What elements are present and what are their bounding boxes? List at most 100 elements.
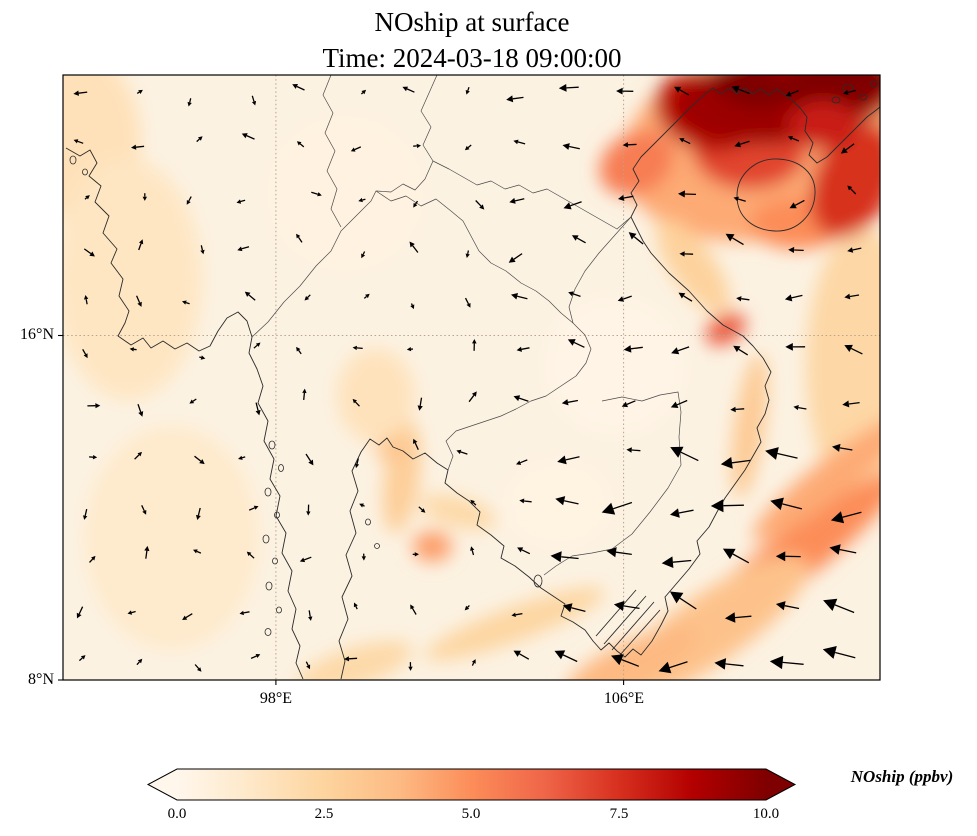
wind-arrow [739,140,750,145]
coastline-mekong-delta-channels [595,589,661,656]
wind-arrow [308,610,311,617]
wind-arrow [845,143,855,151]
wind-arrow-head [402,86,408,92]
wind-arrow [134,454,140,460]
wind-arrow [573,341,585,348]
wind-arrow [615,551,632,556]
wind-arrow [568,145,580,150]
wind-arrow-head [513,139,519,145]
wind-arrow-head [409,241,415,248]
wind-arrow-head [408,666,413,671]
hotspot [780,75,880,109]
wind-arrow [523,500,532,503]
wind-arrow-head [91,555,96,561]
wind-arrow-head [733,345,741,353]
wind-arrow-head [722,548,736,560]
wind-arrow [189,98,192,103]
wind-arrow [669,661,688,669]
x-axis-tick-label-98e: 98°E [259,690,293,707]
wind-arrow [196,138,200,143]
islands [69,80,879,636]
hotspot [375,436,411,463]
wind-arrow [355,606,358,610]
wind-arrow-head [509,197,516,204]
wind-arrow [633,236,644,245]
wind-arrow-head [417,405,423,411]
wind-arrow-head [679,251,685,257]
wind-arrow-head [76,612,82,619]
wind-arrow-head [788,246,795,253]
wind-arrow-head [471,659,476,664]
colorbar [146,768,797,801]
wind-arrow-head [568,291,574,297]
wind-arrow-head [296,346,301,352]
wind-arrow-head [354,463,360,469]
wind-arrow-head [511,293,518,300]
wind-arrow [83,248,92,255]
wind-arrow [296,85,305,91]
wind-arrow-head [187,101,192,107]
wind-arrow [248,294,256,301]
colorbar-right-arrow [766,769,795,800]
wind-arrow-head [137,451,142,457]
wind-arrow [348,657,358,660]
wind-arrow-head [829,544,841,555]
border-laos-vietnam [568,216,632,324]
wind-arrow-head [465,90,470,95]
colorbar-outline [146,768,797,801]
wind-arrow-head [251,100,257,106]
wind-arrow [305,661,309,666]
plot-frame [62,74,881,681]
wind-arrow [84,197,88,200]
wind-arrow-head [137,301,142,307]
wind-arrow-head [519,498,525,504]
wind-arrow [679,89,690,96]
colorbar-tick-2: 5.0 [461,806,481,822]
wind-arrow [475,200,482,207]
y-axis-tick-label-8n: 8°N [28,671,54,688]
wind-arrow-head [557,455,567,465]
wind-arrow-head [238,455,243,460]
wind-arrow-head [304,296,310,301]
wind-arrow-head [139,239,144,245]
wind-arrow-head [571,235,579,241]
wind-arrow [791,294,803,299]
hotspot [63,158,203,401]
border-laos-china [432,160,632,230]
wind-arrow [241,246,250,250]
wind-arrow-head [734,141,741,148]
wind-arrow [362,251,366,255]
wind-arrow [631,449,641,452]
wind-arrow-head [352,398,357,404]
wind-arrow [567,399,579,403]
wind-arrow [197,507,201,516]
hotspot [788,100,859,149]
y-axis-tick-label-16n: 16°N [20,326,54,343]
wind-arrow [78,606,84,615]
wind-arrow [777,452,798,459]
wind-arrow-head [200,249,205,255]
wind-arrow-head [413,202,418,208]
wind-arrow-head [670,446,684,458]
colorbar-left-arrow [148,769,177,800]
wind-arrow-head [414,552,419,557]
wind-arrow [467,250,470,255]
wind-arrow [731,459,751,464]
wind-arrow-head [193,549,198,554]
wind-arrow [782,503,803,510]
wind-arrow-head [241,133,248,139]
wind-arrow-head [471,391,477,397]
wind-arrow [77,140,84,144]
wind-arrow [741,298,750,301]
wind-arrow-head [611,654,624,666]
wind-arrow-head [92,455,98,460]
wind-arrow-head [720,457,733,469]
wind-arrow [677,346,690,352]
wind-arrow [521,549,531,555]
hotspot [336,348,415,444]
wind-arrow [735,408,745,411]
wind-arrow [354,401,360,407]
wind-arrow-head [464,145,470,151]
wind-arrow-head [306,664,311,670]
wind-arrow [571,607,586,613]
